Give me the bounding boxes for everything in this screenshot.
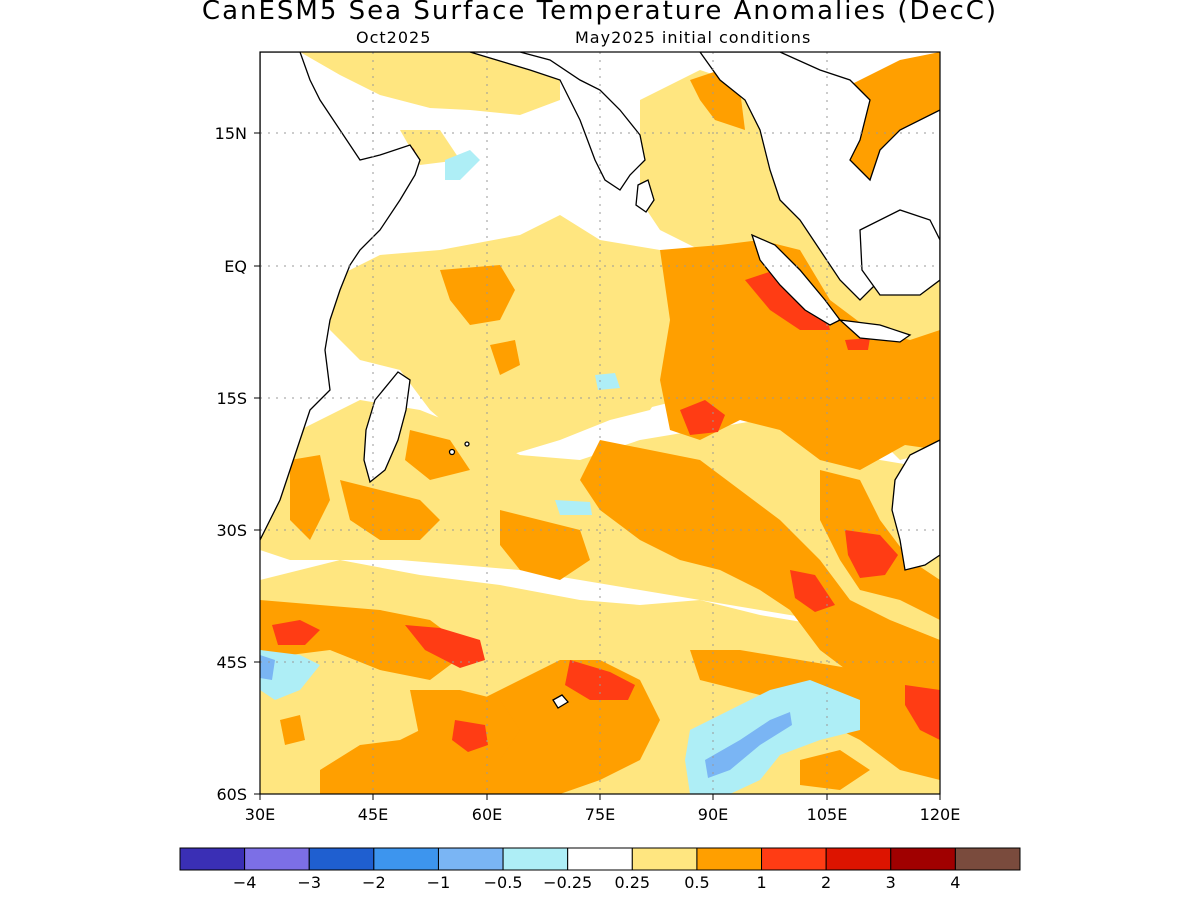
x-tick-label: 90E bbox=[698, 805, 728, 824]
x-tick-label: 105E bbox=[807, 805, 848, 824]
colorbar-swatch bbox=[825, 847, 892, 871]
colorbar-swatch bbox=[890, 847, 956, 871]
x-tick-label: 45E bbox=[358, 805, 388, 824]
colorbar-label: 0.25 bbox=[614, 873, 650, 892]
landmasses bbox=[260, 52, 940, 709]
anomaly-neg-0.5-regions bbox=[260, 655, 792, 778]
chart-title: CanESM5 Sea Surface Temperature Anomalie… bbox=[201, 0, 999, 26]
valid-month-label: Oct2025 bbox=[356, 28, 432, 47]
colorbar-label: −4 bbox=[233, 873, 257, 892]
colorbar bbox=[179, 847, 1021, 871]
colorbar-label: 0.5 bbox=[684, 873, 709, 892]
colorbar-swatch bbox=[761, 847, 827, 871]
y-axis-labels: 15N EQ 15S 30S 45S 60S bbox=[215, 124, 247, 804]
colorbar-swatch bbox=[502, 847, 569, 871]
x-tick-label: 120E bbox=[920, 805, 961, 824]
map-grid bbox=[260, 52, 940, 794]
colorbar-label: −0.5 bbox=[484, 873, 523, 892]
colorbar-swatch bbox=[244, 847, 310, 871]
initial-conditions-label: May2025 initial conditions bbox=[575, 28, 812, 47]
colorbar-swatch bbox=[954, 847, 1021, 871]
colorbar-swatch bbox=[308, 847, 375, 871]
colorbar-label: 4 bbox=[950, 873, 960, 892]
colorbar-label: −1 bbox=[427, 873, 451, 892]
colorbar-label: −2 bbox=[362, 873, 386, 892]
colorbar-swatch bbox=[696, 847, 763, 871]
colorbar-label: 1 bbox=[756, 873, 766, 892]
y-tick-label: 15S bbox=[216, 389, 247, 408]
colorbar-swatch bbox=[437, 847, 504, 871]
x-axis-labels: 30E 45E 60E 75E 90E 105E 120E bbox=[245, 805, 961, 824]
anomaly-field bbox=[260, 52, 940, 794]
x-tick-label: 60E bbox=[472, 805, 502, 824]
colorbar-label: −3 bbox=[297, 873, 321, 892]
y-tick-label: 60S bbox=[216, 785, 247, 804]
axis-ticks bbox=[254, 132, 941, 800]
y-tick-label: EQ bbox=[224, 257, 247, 276]
colorbar-label: −0.25 bbox=[543, 873, 592, 892]
colorbar-swatch bbox=[179, 847, 246, 871]
colorbar-labels: −4 −3 −2 −1 −0.5 −0.25 0.25 0.5 1 2 3 4 bbox=[233, 873, 961, 892]
colorbar-label: 2 bbox=[821, 873, 831, 892]
colorbar-label: 3 bbox=[886, 873, 896, 892]
colorbar-swatch bbox=[567, 847, 633, 871]
y-tick-label: 15N bbox=[215, 124, 247, 143]
x-tick-label: 75E bbox=[585, 805, 615, 824]
y-tick-label: 30S bbox=[216, 521, 247, 540]
colorbar-swatch bbox=[631, 847, 698, 871]
y-tick-label: 45S bbox=[216, 653, 247, 672]
x-tick-label: 30E bbox=[245, 805, 275, 824]
anomaly-0.5-1-regions bbox=[260, 52, 940, 794]
colorbar-swatch bbox=[373, 847, 439, 871]
